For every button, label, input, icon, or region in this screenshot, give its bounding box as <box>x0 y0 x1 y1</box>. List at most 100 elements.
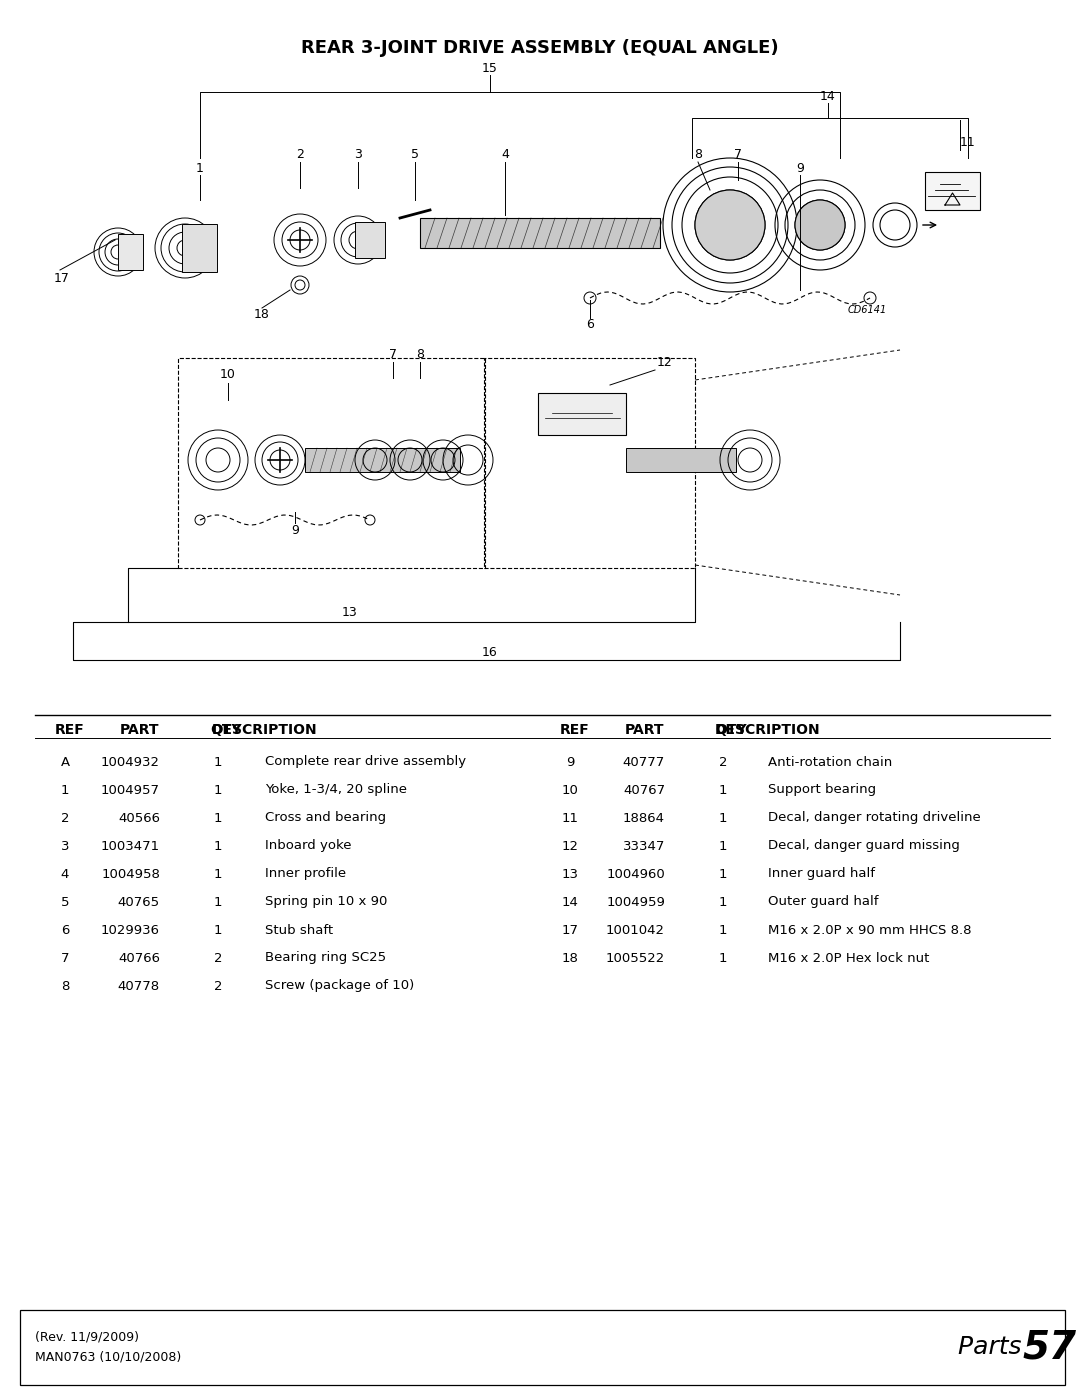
Bar <box>924 172 980 210</box>
Text: Parts: Parts <box>958 1336 1029 1359</box>
Text: 7: 7 <box>734 148 742 162</box>
Text: Outer guard half: Outer guard half <box>768 895 878 908</box>
Bar <box>355 222 384 258</box>
Text: REF: REF <box>55 724 84 738</box>
Text: 40777: 40777 <box>623 756 665 768</box>
Text: 8: 8 <box>694 148 702 162</box>
Text: 7: 7 <box>389 348 397 362</box>
Text: 3: 3 <box>60 840 69 852</box>
Bar <box>305 448 460 472</box>
Text: 6: 6 <box>60 923 69 936</box>
Text: 40778: 40778 <box>118 979 160 992</box>
Text: 13: 13 <box>342 605 357 619</box>
Text: 1: 1 <box>214 756 222 768</box>
Text: 1: 1 <box>719 840 727 852</box>
Text: 8: 8 <box>416 348 424 362</box>
Text: 17: 17 <box>562 923 579 936</box>
Text: 1: 1 <box>60 784 69 796</box>
Text: M16 x 2.0P x 90 mm HHCS 8.8: M16 x 2.0P x 90 mm HHCS 8.8 <box>768 923 972 936</box>
Text: DESCRIPTION: DESCRIPTION <box>212 724 318 738</box>
Text: 18864: 18864 <box>623 812 665 824</box>
Text: 40767: 40767 <box>623 784 665 796</box>
Text: 1: 1 <box>719 895 727 908</box>
Text: Anti-rotation chain: Anti-rotation chain <box>768 756 892 768</box>
Text: 1: 1 <box>214 784 222 796</box>
Text: 9: 9 <box>292 524 299 536</box>
Bar <box>21 1310 1065 1384</box>
Text: 13: 13 <box>562 868 579 880</box>
Text: QTY: QTY <box>210 724 242 738</box>
Text: 17: 17 <box>54 271 70 285</box>
Text: 1: 1 <box>214 923 222 936</box>
Text: Support bearing: Support bearing <box>768 784 876 796</box>
Text: PART: PART <box>120 724 160 738</box>
Text: 4: 4 <box>501 148 509 162</box>
Bar <box>183 224 217 272</box>
Text: 1: 1 <box>214 812 222 824</box>
Text: 1: 1 <box>214 895 222 908</box>
Text: PART: PART <box>625 724 664 738</box>
Text: 2: 2 <box>214 951 222 964</box>
Text: 33347: 33347 <box>623 840 665 852</box>
Text: 57: 57 <box>1022 1329 1076 1366</box>
Text: 4: 4 <box>60 868 69 880</box>
Text: 2: 2 <box>60 812 69 824</box>
Text: 1001042: 1001042 <box>606 923 665 936</box>
Text: 9: 9 <box>566 756 575 768</box>
Text: 10: 10 <box>220 369 235 381</box>
Text: 15: 15 <box>482 61 498 74</box>
Text: MAN0763 (10/10/2008): MAN0763 (10/10/2008) <box>35 1351 181 1363</box>
Text: 5: 5 <box>411 148 419 162</box>
Text: 11: 11 <box>562 812 579 824</box>
Text: 1: 1 <box>214 840 222 852</box>
Text: 1: 1 <box>719 923 727 936</box>
Text: Decal, danger guard missing: Decal, danger guard missing <box>768 840 960 852</box>
Text: 1004932: 1004932 <box>102 756 160 768</box>
Text: 2: 2 <box>296 148 303 162</box>
Text: QTY: QTY <box>715 724 746 738</box>
Text: (Rev. 11/9/2009): (Rev. 11/9/2009) <box>35 1331 139 1344</box>
Text: 14: 14 <box>562 895 579 908</box>
Text: 16: 16 <box>482 645 498 658</box>
Text: 1: 1 <box>719 868 727 880</box>
Text: 1: 1 <box>719 951 727 964</box>
Text: 18: 18 <box>562 951 579 964</box>
Text: 1004958: 1004958 <box>102 868 160 880</box>
Text: 2: 2 <box>214 979 222 992</box>
Text: Bearing ring SC25: Bearing ring SC25 <box>265 951 387 964</box>
Text: A: A <box>60 756 69 768</box>
Text: 1: 1 <box>719 812 727 824</box>
Text: Complete rear drive assembly: Complete rear drive assembly <box>265 756 467 768</box>
Text: 1029936: 1029936 <box>102 923 160 936</box>
Text: Decal, danger rotating driveline: Decal, danger rotating driveline <box>768 812 981 824</box>
Text: REF: REF <box>561 724 590 738</box>
Text: 1005522: 1005522 <box>606 951 665 964</box>
Text: M16 x 2.0P Hex lock nut: M16 x 2.0P Hex lock nut <box>768 951 930 964</box>
Text: 2: 2 <box>719 756 727 768</box>
Text: Yoke, 1-3/4, 20 spline: Yoke, 1-3/4, 20 spline <box>265 784 407 796</box>
Text: 3: 3 <box>354 148 362 162</box>
Text: Inner profile: Inner profile <box>265 868 346 880</box>
Text: 1004960: 1004960 <box>606 868 665 880</box>
Text: Screw (package of 10): Screw (package of 10) <box>265 979 415 992</box>
Text: Inboard yoke: Inboard yoke <box>265 840 351 852</box>
Text: 7: 7 <box>60 951 69 964</box>
Text: 18: 18 <box>254 309 270 321</box>
Text: 1004959: 1004959 <box>606 895 665 908</box>
Bar <box>484 358 696 569</box>
Text: 12: 12 <box>657 356 673 369</box>
Circle shape <box>795 200 845 250</box>
Bar <box>178 358 485 569</box>
Text: 1: 1 <box>719 784 727 796</box>
Text: 8: 8 <box>60 979 69 992</box>
Bar <box>420 218 660 249</box>
Bar <box>118 235 143 270</box>
Text: 40765: 40765 <box>118 895 160 908</box>
Bar <box>626 448 735 472</box>
Text: Spring pin 10 x 90: Spring pin 10 x 90 <box>265 895 388 908</box>
Text: 1003471: 1003471 <box>100 840 160 852</box>
Text: DESCRIPTION: DESCRIPTION <box>715 724 821 738</box>
Text: 40766: 40766 <box>118 951 160 964</box>
Text: 10: 10 <box>562 784 579 796</box>
Text: REAR 3-JOINT DRIVE ASSEMBLY (EQUAL ANGLE): REAR 3-JOINT DRIVE ASSEMBLY (EQUAL ANGLE… <box>301 39 779 57</box>
